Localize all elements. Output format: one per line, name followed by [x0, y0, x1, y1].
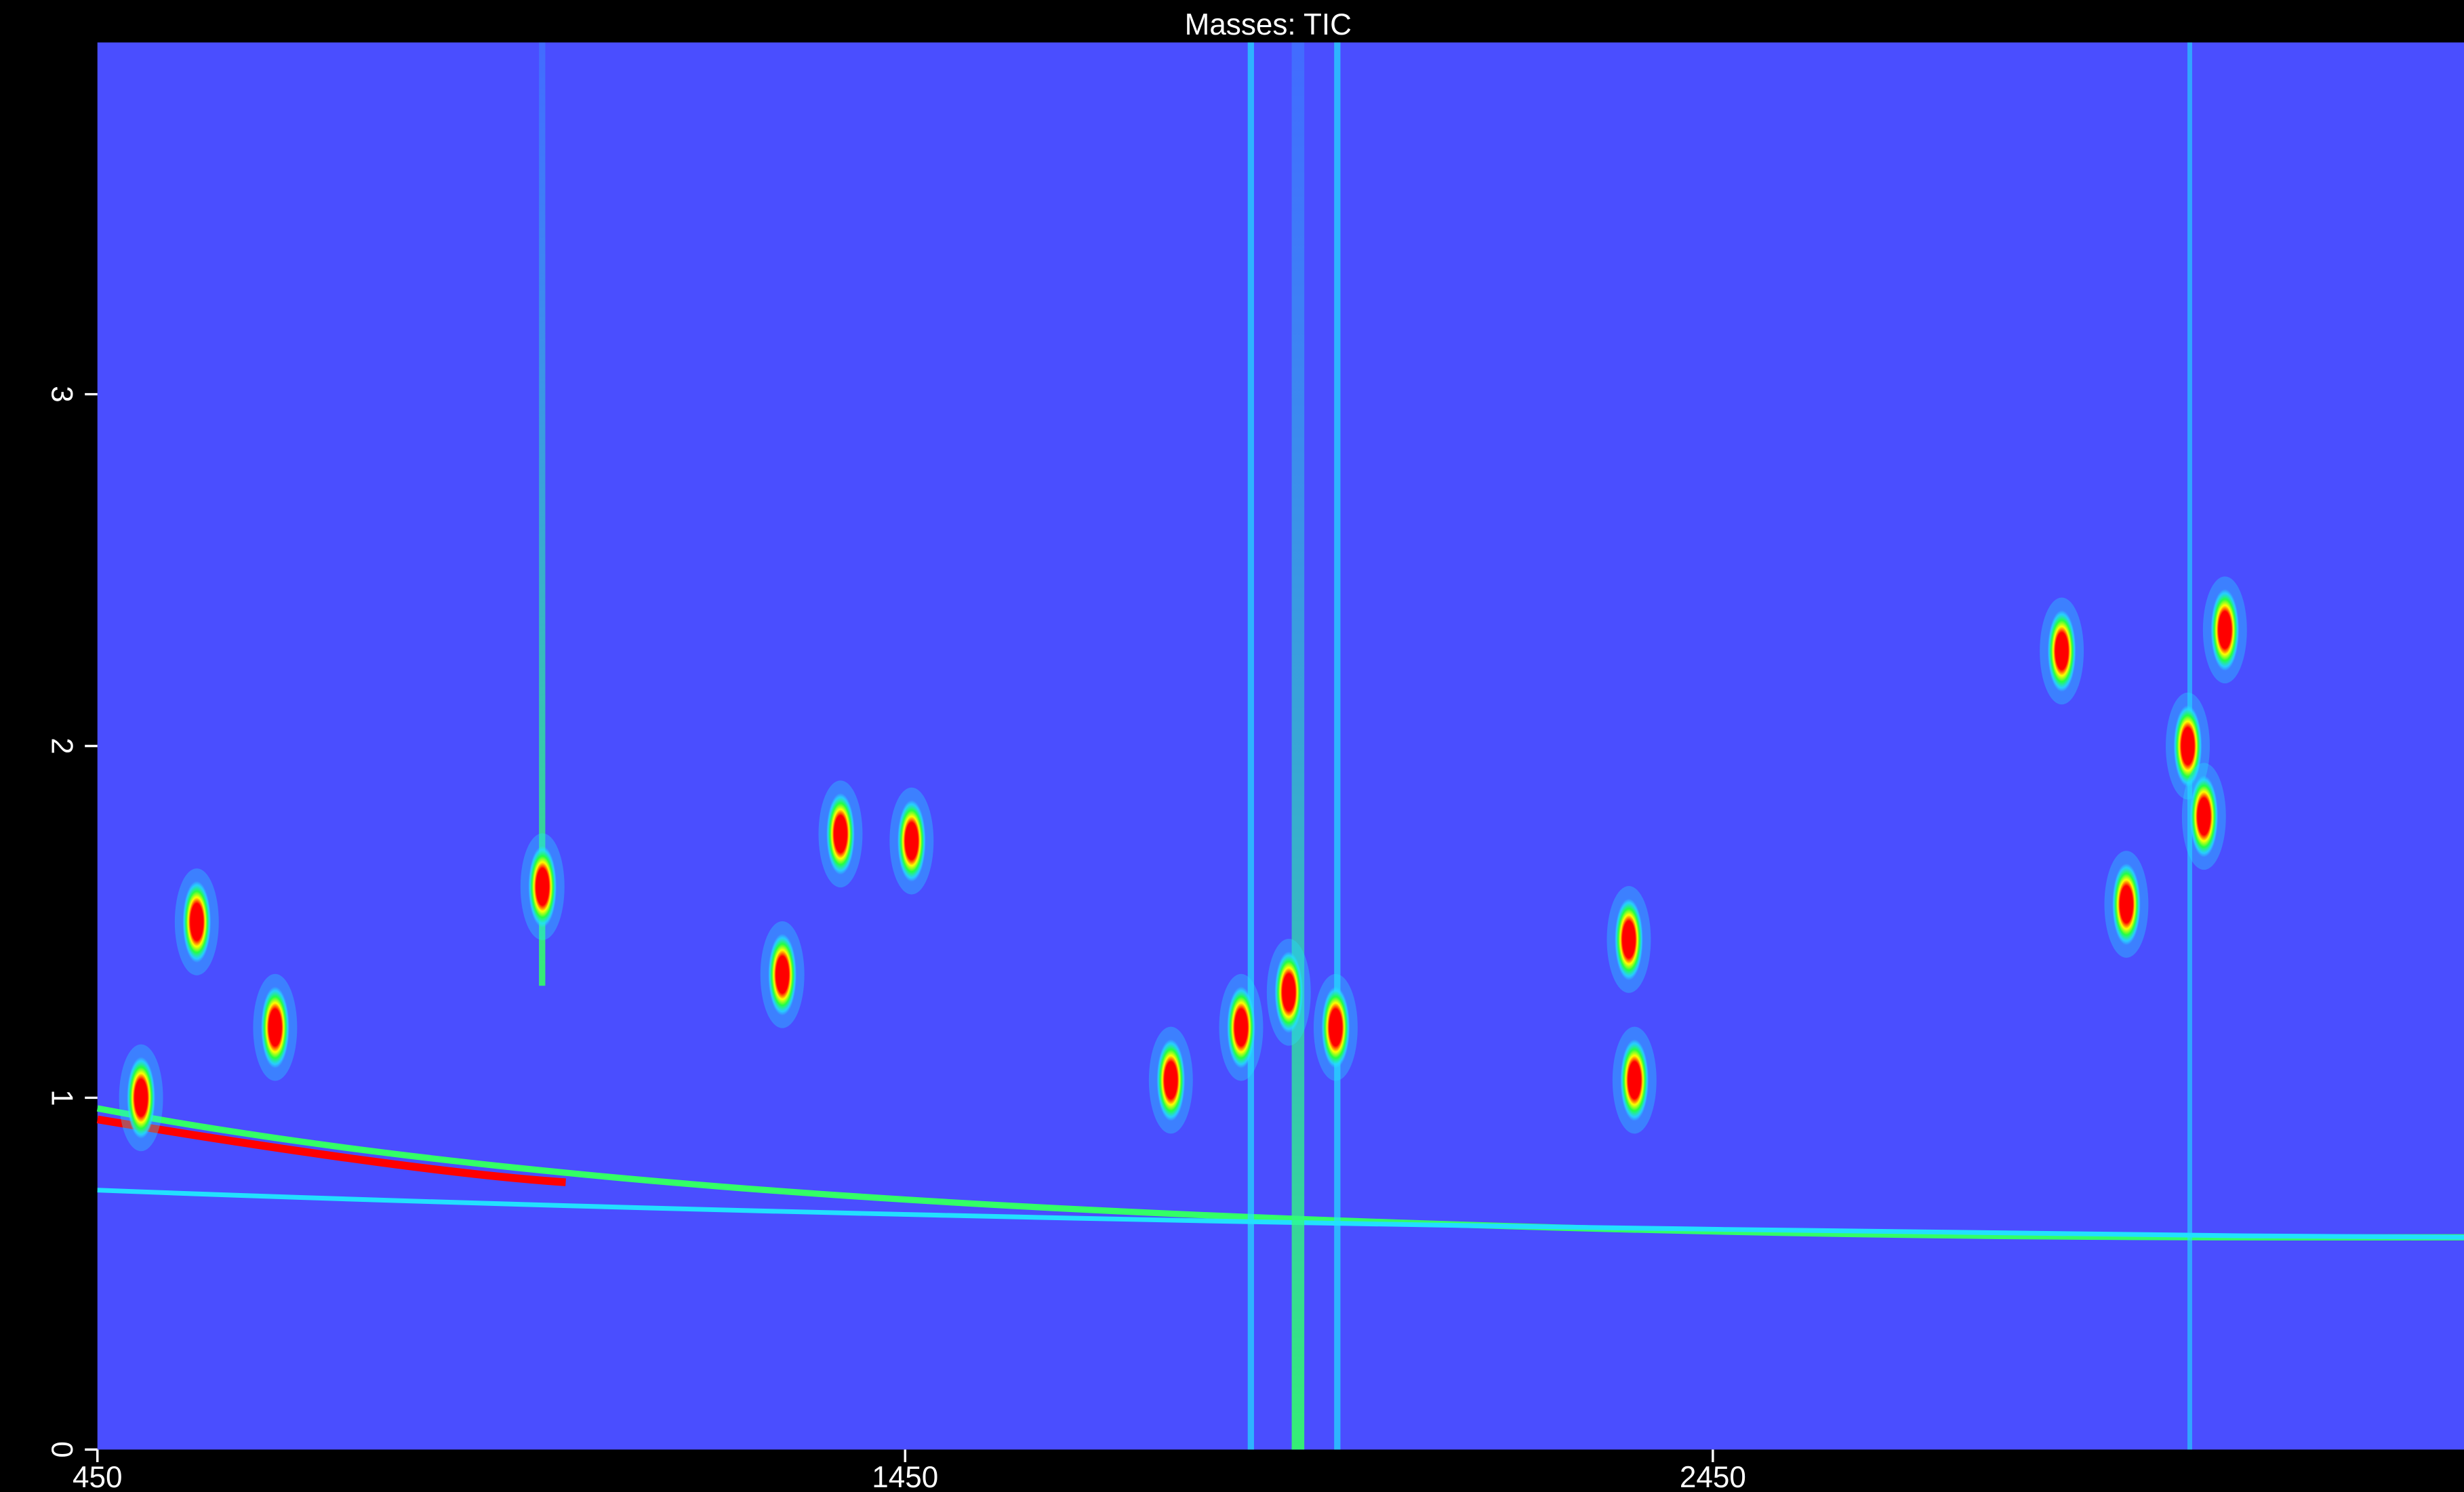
peak-core: [1156, 1039, 1185, 1121]
peak: [761, 921, 805, 1028]
peak: [2104, 851, 2148, 958]
peak: [889, 788, 933, 895]
peak-core: [2210, 589, 2239, 671]
peak: [819, 780, 863, 887]
peak-core: [261, 986, 289, 1068]
peak-core: [1615, 899, 1643, 981]
peak-core: [1227, 986, 1255, 1068]
y-tick-label: 1: [45, 1089, 78, 1106]
peak: [1267, 939, 1311, 1046]
peak-core: [127, 1057, 155, 1139]
peak: [253, 974, 297, 1081]
peak-core: [1620, 1039, 1649, 1121]
x-tick-label: 2450: [1680, 1461, 1746, 1492]
peak: [2040, 598, 2084, 705]
peak: [1314, 974, 1358, 1081]
streak: [1292, 43, 1305, 1450]
streak: [1334, 43, 1340, 1450]
peak: [2182, 763, 2226, 870]
chart: Masses: TIC 0 1 2 3 450 1450 2450: [0, 0, 2464, 1492]
peak: [1219, 974, 1264, 1081]
peak-core: [768, 934, 796, 1016]
y-tick-label: 0: [45, 1441, 78, 1458]
chart-title: Masses: TIC: [1185, 8, 1352, 41]
peak: [521, 833, 565, 940]
peak-core: [826, 793, 855, 875]
peak-core: [528, 846, 557, 928]
x-tick-label: 1450: [872, 1461, 938, 1492]
peak-core: [1322, 986, 1350, 1068]
peak-core: [2112, 864, 2141, 946]
peak: [1149, 1027, 1193, 1134]
peak-core: [2189, 775, 2218, 858]
peak: [1607, 886, 1651, 993]
peak: [1613, 1027, 1657, 1134]
peak: [2203, 576, 2247, 683]
page: {"chart_data": {"type": "contour", "titl…: [0, 0, 2464, 1492]
peak-core: [2048, 610, 2076, 692]
streak: [1248, 43, 1254, 1450]
peak: [175, 868, 219, 975]
y-tick-label: 2: [45, 738, 78, 754]
peak-core: [182, 881, 211, 963]
peak-core: [1274, 951, 1303, 1033]
peak-core: [897, 800, 926, 882]
peak: [119, 1045, 163, 1152]
y-tick-label: 3: [45, 386, 78, 403]
x-tick-label: 450: [73, 1461, 122, 1492]
